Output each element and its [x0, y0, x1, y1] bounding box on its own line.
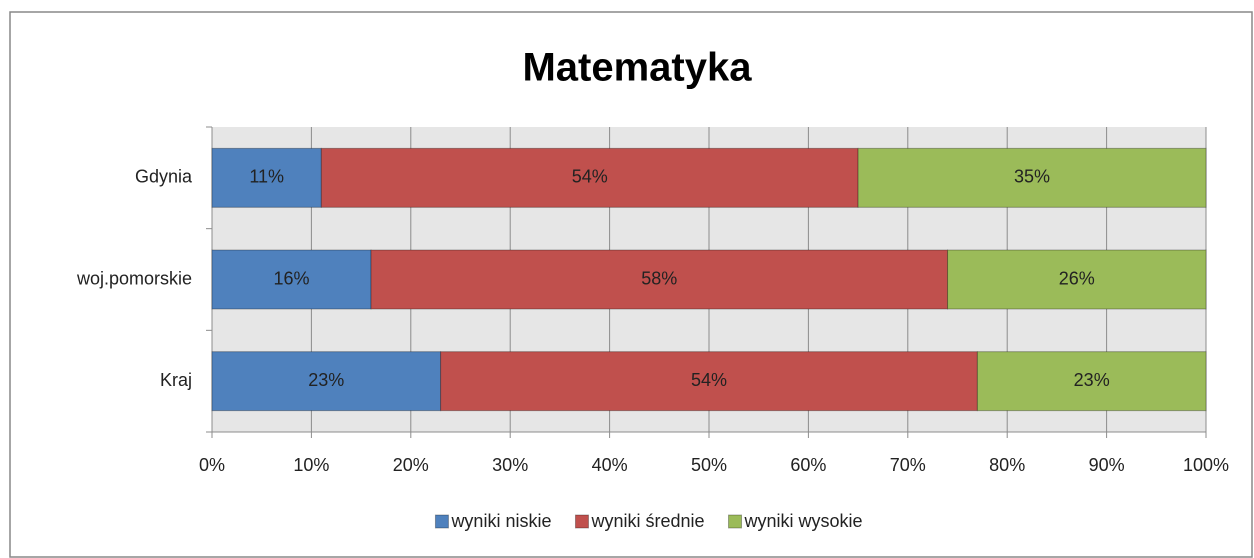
bar-segment	[440, 351, 978, 412]
y-tick-label: Gdynia	[135, 167, 193, 187]
bar-segment	[320, 147, 859, 208]
x-tick-label: 0%	[199, 455, 225, 475]
legend-swatch	[434, 514, 449, 529]
y-tick-label: Kraj	[160, 370, 192, 390]
x-tick-label: 100%	[1183, 455, 1229, 475]
x-tick-label: 40%	[592, 455, 628, 475]
legend-label: wyniki średnie	[590, 511, 704, 531]
chart-title: Matematyka	[522, 46, 752, 90]
x-tick-label: 20%	[393, 455, 429, 475]
x-tick-label: 90%	[1089, 455, 1125, 475]
x-tick-label: 60%	[790, 455, 826, 475]
x-tick-label: 80%	[989, 455, 1025, 475]
data-label: 23%	[308, 370, 344, 390]
y-tick-label: woj.pomorskie	[76, 268, 192, 288]
x-tick-label: 30%	[492, 455, 528, 475]
data-label: 54%	[572, 167, 608, 187]
data-label: 54%	[691, 370, 727, 390]
bar-segment	[211, 249, 372, 310]
legend-swatch	[574, 514, 589, 529]
bar-segment	[947, 249, 1207, 310]
legend-label: wyniki niskie	[450, 511, 551, 531]
legend-swatch	[728, 514, 743, 529]
x-tick-label: 10%	[293, 455, 329, 475]
data-label: 23%	[1074, 370, 1110, 390]
legend-label: wyniki wysokie	[744, 511, 863, 531]
bar-segment	[976, 351, 1207, 412]
data-label: 16%	[274, 268, 310, 288]
bar-segment	[211, 351, 442, 412]
data-label: 11%	[249, 167, 284, 187]
x-tick-label: 70%	[890, 455, 926, 475]
data-label: 26%	[1059, 268, 1095, 288]
data-label: 35%	[1014, 167, 1050, 187]
data-label: 58%	[641, 268, 677, 288]
bar-segment	[857, 147, 1207, 208]
x-tick-label: 50%	[691, 455, 727, 475]
